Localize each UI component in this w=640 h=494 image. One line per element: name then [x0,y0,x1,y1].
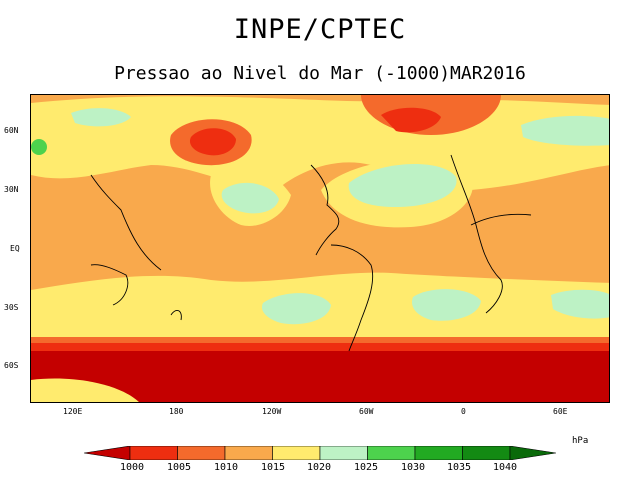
colorbar-segment [84,446,131,460]
lon-label: 0 [461,407,466,416]
colorbar-segment [177,446,226,460]
field-1020-1025-sh-atlantic [411,289,481,321]
field-1020-1025-asia [521,115,609,146]
colorbar-label: 1015 [261,462,286,473]
colorbar-label: 1020 [307,462,332,473]
colorbar-segment [224,446,273,460]
pressure-map [30,94,610,403]
lat-label: EQ [10,244,20,253]
colorbar-segment [129,446,178,460]
field-below-1000-so [31,351,609,402]
page-title: INPE/CPTEC [233,14,407,45]
field-1000-1005-icelandic [381,107,441,133]
lon-label: 120E [63,407,83,416]
colorbar-label: 1035 [447,462,472,473]
field-1025-1030-siberia [31,139,47,155]
colorbar-label: 1005 [167,462,192,473]
field-1020-1025-indian [551,289,609,319]
field-1015-1020-antarctica [31,378,139,402]
field-1000-1005-aleutian [189,128,236,156]
colorbar-label: 1040 [493,462,518,473]
colorbar-label: 1030 [401,462,426,473]
colorbar-segment [272,446,321,460]
colorbar-segment [319,446,368,460]
field-1020-1025-arctic [71,108,131,127]
colorbar-label: 1000 [120,462,145,473]
lon-label: 120W [262,407,282,416]
field-1020-1025-atlantic [348,164,457,207]
lon-label: 60W [359,407,374,416]
field-1020-1025-sh-pacific [261,293,331,325]
colorbar-segment [509,446,556,460]
colorbar-label: 1025 [354,462,379,473]
field-1020-1025-pacific [221,182,279,214]
colorbar-label: 1010 [214,462,239,473]
lat-label: 30N [4,185,19,194]
lat-label: 60S [4,361,19,370]
colorbar-segment [462,446,511,460]
lat-label: 60N [4,126,19,135]
map-subtitle: Pressao ao Nivel do Mar (-1000)MAR2016 [114,63,526,84]
lon-label: 60E [553,407,568,416]
colorbar-segment [414,446,463,460]
colorbar-segment [367,446,416,460]
pressure-map-svg [31,95,609,402]
colorbar [84,446,556,460]
colorbar-unit: hPa [572,436,589,446]
lon-label: 180 [169,407,184,416]
coastlines [90,154,532,352]
lat-label: 30S [4,303,19,312]
